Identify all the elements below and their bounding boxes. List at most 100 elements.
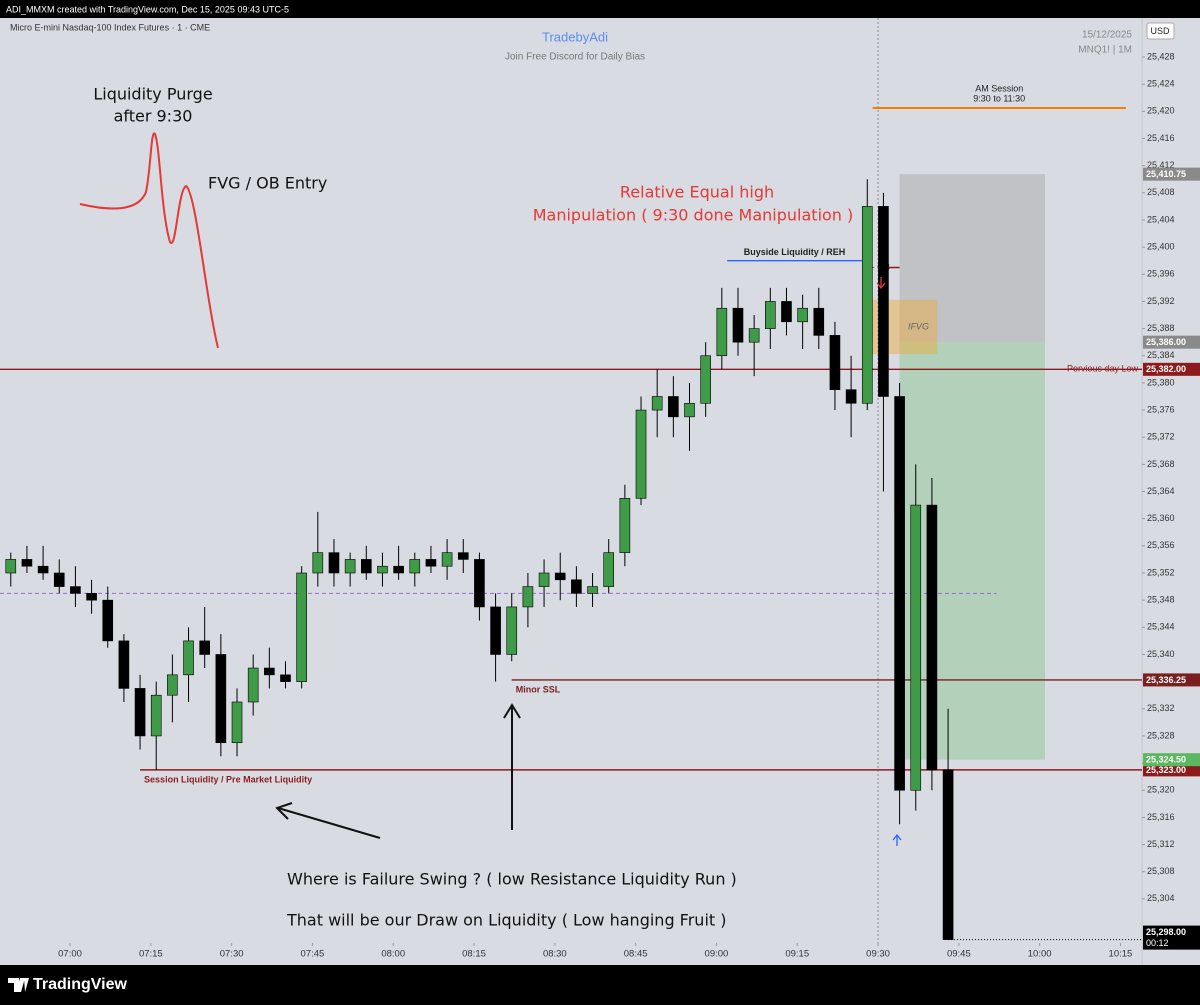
candle-body [781, 301, 792, 323]
y-tick-label: 25,372 [1147, 432, 1175, 442]
candle-body [619, 498, 631, 553]
candle-body [134, 688, 146, 737]
candle-body [247, 667, 259, 703]
logo [8, 978, 29, 992]
up-marker [892, 833, 902, 846]
price-tag [1143, 335, 1200, 349]
candle-body [603, 552, 615, 587]
x-tick-label: 10:00 [1028, 949, 1052, 960]
candle-body [409, 559, 421, 574]
chart-background [0, 18, 1200, 965]
candle-body [765, 301, 776, 329]
candle-body [635, 409, 647, 499]
subtitle: Join Free Discord for Daily Bias [505, 52, 645, 63]
candle-body [716, 307, 728, 357]
price-tag [1143, 167, 1200, 181]
y-tick-label: 25,320 [1147, 785, 1175, 795]
x-tick-label: 08:15 [462, 949, 486, 960]
y-tick-label: 25,368 [1147, 459, 1175, 469]
y-tick-label: 25,328 [1147, 730, 1175, 740]
watermark: TradebyAdi [542, 29, 608, 44]
x-tick-label: 07:30 [220, 949, 244, 960]
brand[interactable]: TradingView [33, 976, 128, 993]
y-tick-label: 25,332 [1147, 703, 1175, 713]
candle-body [538, 572, 550, 587]
currency-button[interactable] [1146, 22, 1175, 40]
candle-body [910, 504, 922, 791]
price-tag [1143, 763, 1200, 777]
candle-body [280, 674, 291, 682]
x-tick-label: 07:00 [58, 949, 82, 960]
candle-body [878, 206, 889, 397]
x-tick-label: 09:30 [866, 949, 890, 960]
y-tick-label: 25,416 [1147, 133, 1175, 143]
y-tick-label: 25,360 [1147, 513, 1175, 523]
candle-body [942, 769, 954, 940]
level-label: Minor SSL [516, 684, 561, 694]
zone [899, 174, 1046, 343]
candle-body [360, 559, 372, 574]
candle-body [377, 565, 388, 574]
candle-body [215, 654, 227, 744]
candle-body [5, 559, 17, 574]
y-tick-label: 25,408 [1147, 187, 1175, 197]
candle-body [183, 640, 194, 676]
price-tag-label: 25,382.00 [1146, 364, 1186, 374]
candle-body [829, 335, 841, 390]
candle-body [264, 667, 275, 676]
candle-body [748, 328, 760, 343]
arrow-head [275, 802, 293, 820]
level-label: Pervious day Low [1067, 364, 1139, 374]
footer [0, 965, 1200, 1005]
y-tick-label: 25,392 [1147, 296, 1175, 306]
price-tag [1143, 673, 1200, 687]
countdown: 00:12 [1146, 938, 1169, 948]
candle-body [732, 307, 744, 343]
candle-body [474, 559, 485, 608]
last-price-tag [1143, 925, 1200, 950]
currency[interactable]: USD [1150, 26, 1170, 36]
down-marker [876, 277, 886, 290]
y-tick-label: 25,428 [1147, 51, 1175, 61]
y-tick-label: 25,412 [1147, 160, 1175, 170]
price-tag-label: 25,324.50 [1146, 755, 1186, 765]
annotation: Manipulation ( 9:30 done Manipulation ) [533, 206, 854, 225]
zone [899, 342, 1046, 760]
x-tick-label: 10:15 [1109, 949, 1133, 960]
candle-body [845, 389, 857, 404]
candle-body [926, 504, 938, 771]
y-tick-label: 25,312 [1147, 839, 1175, 849]
candle-body [684, 402, 695, 418]
y-tick-label: 25,384 [1147, 350, 1175, 360]
chart-title: Micro E-mini Nasdaq-100 Index Futures · … [10, 22, 210, 32]
candle-body [522, 586, 534, 608]
candle-body [425, 559, 437, 567]
candle-body [700, 355, 711, 404]
y-tick-label: 25,308 [1147, 866, 1175, 876]
price-tag-label: 25,410.75 [1146, 169, 1186, 179]
zone-label: IFVG [908, 321, 929, 331]
level-label: Buyside Liquidity / REH [744, 247, 846, 257]
annotation: That will be our Draw on Liquidity ( Low… [286, 911, 726, 930]
candle-body [167, 674, 178, 696]
x-tick-label: 08:00 [381, 949, 405, 960]
candle-body [587, 586, 598, 594]
y-tick-label: 25,380 [1147, 377, 1175, 387]
byline: ADI_MMXM created with TradingView.com, D… [6, 4, 289, 14]
plot: IFVG Pervious day Low Minor SSL Session Liq… [0, 18, 1200, 960]
y-tick-label: 25,352 [1147, 567, 1175, 577]
candle-body [312, 552, 324, 574]
y-tick-label: 25,420 [1147, 106, 1175, 116]
annotation: FVG / OB Entry [208, 174, 327, 193]
candle-body [651, 396, 663, 411]
y-tick-label: 25,396 [1147, 269, 1175, 279]
candle-body [393, 565, 404, 574]
candle-body [344, 559, 356, 574]
candle-body [37, 565, 49, 574]
candle-body [506, 606, 518, 655]
price-tag-label: 25,386.00 [1146, 337, 1186, 347]
purge-sketch [79, 132, 219, 349]
y-tick-label: 25,404 [1147, 214, 1175, 224]
candle-body [296, 572, 307, 682]
